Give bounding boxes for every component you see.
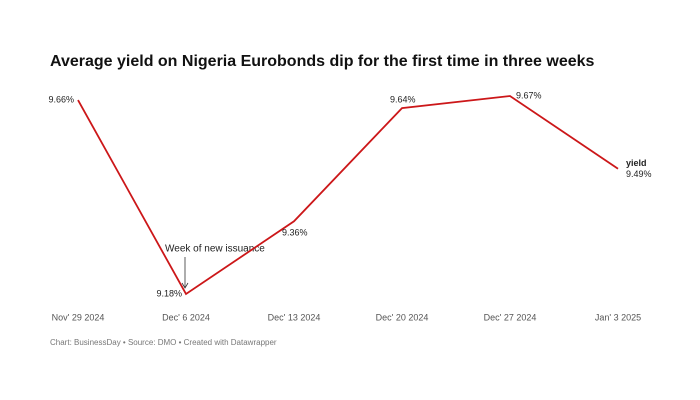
value-label: 9.18% [156,288,182,298]
x-tick-label: Nov' 29 2024 [52,312,105,322]
x-tick-label: Dec' 27 2024 [484,312,537,322]
value-label: 9.64% [390,94,416,104]
line [77,95,619,296]
annotation: Week of new issuance [165,244,265,255]
value-label: 9.49% [626,169,652,179]
value-label: 9.67% [516,90,542,100]
x-tick-label: Dec' 6 2024 [162,312,210,322]
legend-label: yield [626,158,647,168]
chart-title: Average yield on Nigeria Eurobonds dip f… [50,53,595,70]
value-label: 9.66% [48,94,74,104]
value-label: 9.36% [282,228,308,238]
x-tick-label: Jan' 3 2025 [595,312,641,322]
x-tick-label: Dec' 20 2024 [376,312,429,322]
annotation-arrowhead [181,282,189,289]
footer: Chart: BusinessDay • Source: DMO • Creat… [50,338,277,347]
x-tick-label: Dec' 13 2024 [268,312,321,322]
